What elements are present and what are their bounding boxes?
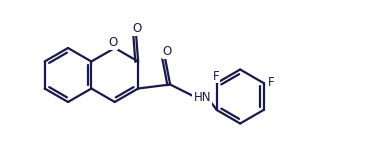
Text: O: O <box>163 45 172 58</box>
Text: HN: HN <box>194 91 211 104</box>
Text: F: F <box>212 69 219 82</box>
Text: O: O <box>108 37 117 50</box>
Text: O: O <box>132 22 142 35</box>
Text: F: F <box>268 76 275 88</box>
